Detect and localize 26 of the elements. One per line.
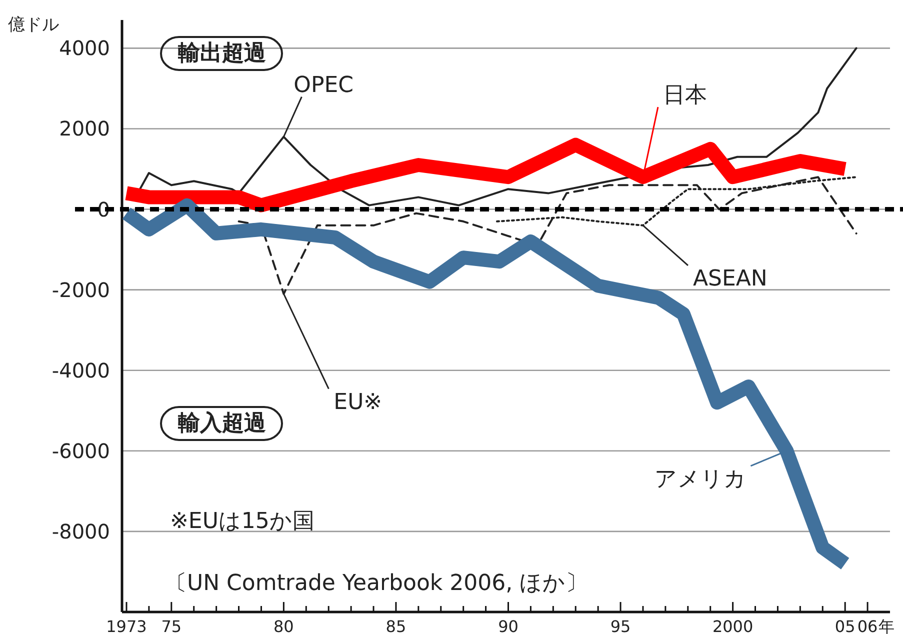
y-tick-label: -8000 [52, 519, 110, 544]
x-tick-label: 1973 [106, 617, 147, 634]
x-tick-label: 85 [386, 617, 406, 634]
x-tick-label: 95 [610, 617, 631, 634]
x-tick-label: 90 [498, 617, 518, 634]
text: EU※ [334, 390, 382, 415]
annotation: 輸出超過 [177, 41, 266, 66]
x-tick-label: 06 [857, 617, 878, 634]
text: ASEAN [692, 266, 768, 292]
series-label: OPEC [294, 72, 354, 98]
annotation: 輸入超過 [177, 411, 266, 436]
legend-label: アメリカ [654, 466, 747, 492]
y-axis-title: 億ドル [8, 15, 59, 35]
x-tick-label: 2000 [712, 617, 754, 634]
annotation: ※EUは15か国 [170, 509, 314, 534]
y-tick-label: -2000 [52, 278, 110, 302]
x-tick-label: 80 [274, 617, 294, 634]
y-tick-label: -4000 [52, 358, 110, 382]
series-label: 日本 [662, 83, 707, 108]
y-tick-label: -6000 [52, 438, 110, 463]
x-tick-label: 75 [161, 617, 182, 634]
annotation: 〔UN Comtrade Yearbook 2006, ほか〕 [165, 571, 588, 596]
x-axis-title: 年 [878, 617, 895, 634]
x-tick-label: 05 [834, 617, 856, 634]
y-tick-label: 4000 [59, 36, 110, 60]
y-tick-label: 2000 [59, 116, 110, 141]
